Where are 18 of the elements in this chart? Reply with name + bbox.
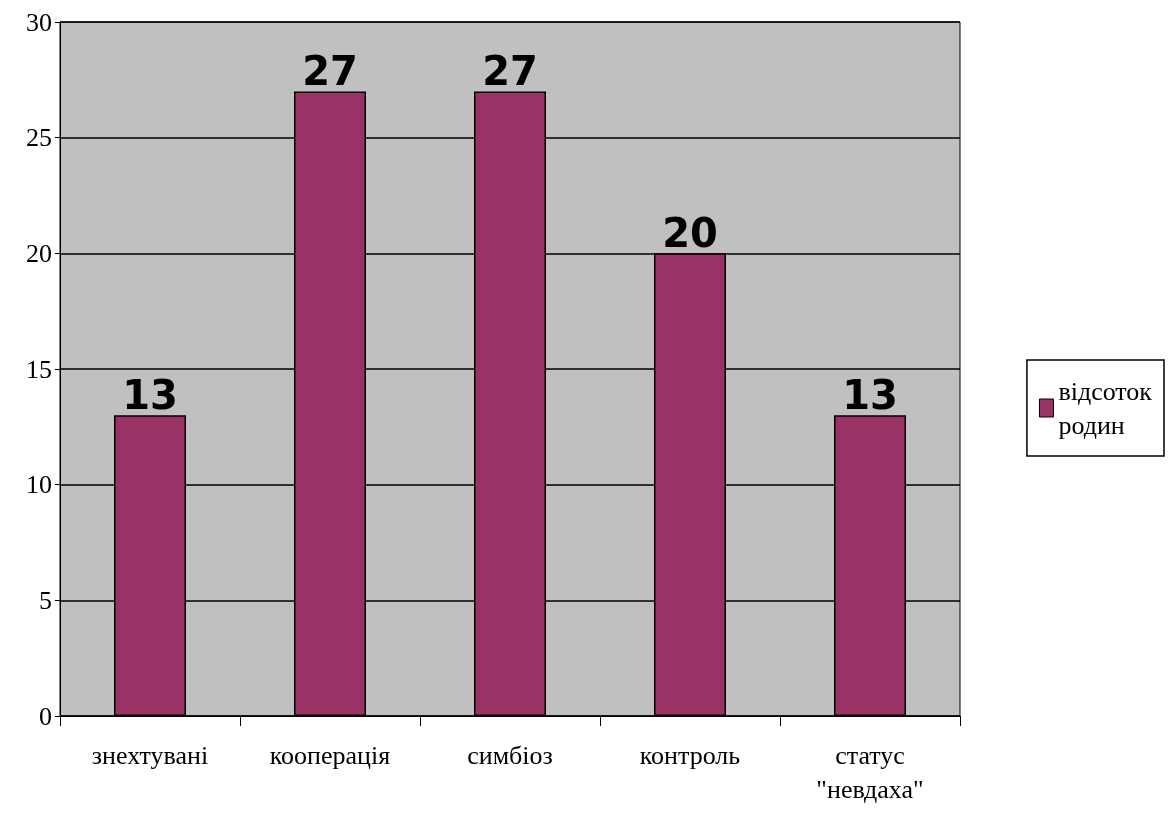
data-label: 13	[842, 372, 898, 419]
y-tick-label: 10	[26, 470, 52, 500]
data-label: 20	[662, 210, 718, 257]
data-label: 13	[122, 372, 178, 419]
data-label: 27	[302, 48, 358, 95]
y-tick-label: 15	[26, 354, 52, 384]
x-tick-label: кооперація	[269, 740, 391, 770]
y-tick-label: 5	[39, 585, 52, 615]
x-tick-label: симбіоз	[467, 740, 553, 770]
y-tick-label: 20	[26, 238, 52, 268]
data-label: 27	[482, 48, 538, 95]
x-tick-label: знехтувані	[91, 740, 209, 770]
legend-label: відсоток родин	[1058, 376, 1153, 440]
y-tick-label: 0	[39, 701, 52, 731]
y-tick-label: 25	[26, 123, 52, 153]
y-tick-label: 30	[26, 7, 52, 37]
x-tick-label: контроль	[639, 740, 741, 770]
x-tick-label: статус "невдаха"	[816, 740, 924, 804]
